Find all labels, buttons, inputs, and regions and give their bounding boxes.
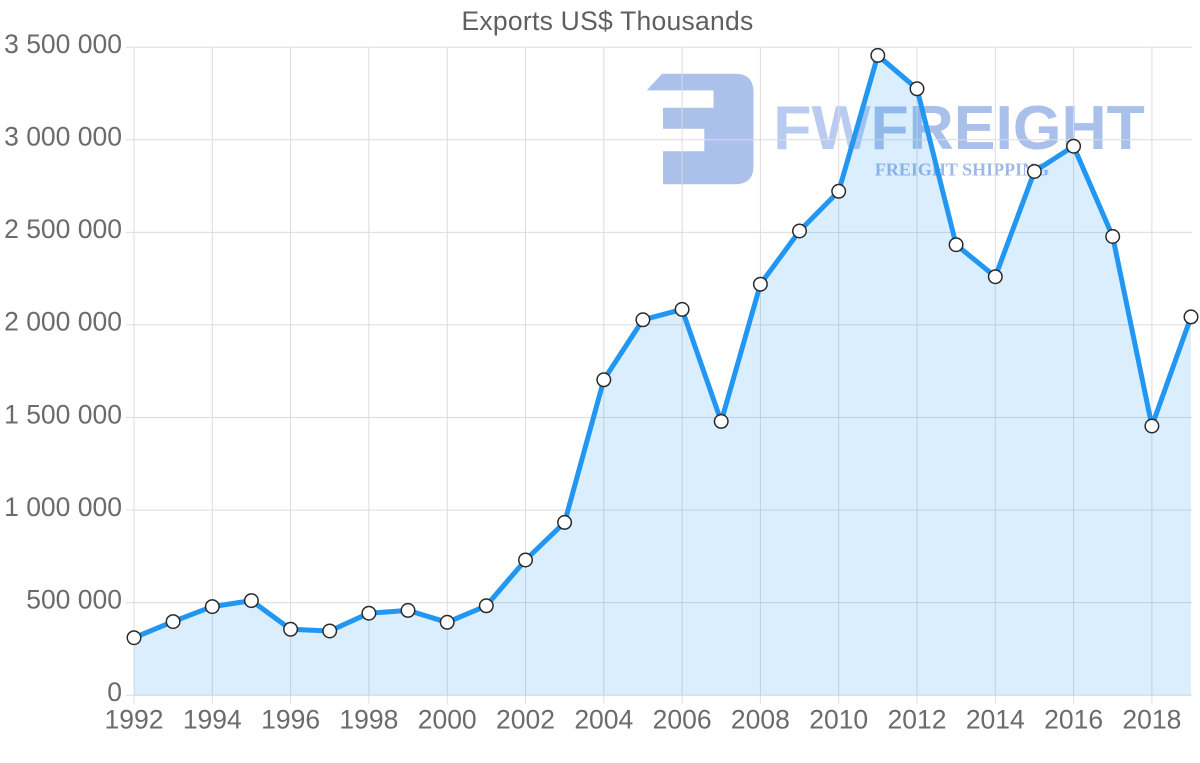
svg-text:Exports US$ Thousands: Exports US$ Thousands [461,6,753,36]
svg-text:FW: FW [773,93,870,163]
svg-text:500 000: 500 000 [26,584,122,614]
svg-text:1992: 1992 [105,704,164,734]
svg-text:3 000 000: 3 000 000 [4,122,122,152]
svg-text:2008: 2008 [731,704,790,734]
svg-text:2004: 2004 [574,704,633,734]
svg-text:2 000 000: 2 000 000 [4,307,122,337]
svg-text:1994: 1994 [183,704,242,734]
svg-text:1996: 1996 [261,704,320,734]
svg-text:2006: 2006 [653,704,712,734]
svg-text:2016: 2016 [1044,704,1103,734]
svg-text:2000: 2000 [418,704,477,734]
svg-text:FREIGHT: FREIGHT [871,93,1145,163]
svg-text:2012: 2012 [888,704,947,734]
svg-text:1 000 000: 1 000 000 [4,492,122,522]
svg-text:2018: 2018 [1122,704,1181,734]
svg-text:2002: 2002 [496,704,555,734]
svg-text:FREIGHT SHIPPING: FREIGHT SHIPPING [875,160,1049,180]
svg-text:2 500 000: 2 500 000 [4,214,122,244]
svg-text:1 500 000: 1 500 000 [4,399,122,429]
svg-text:3 500 000: 3 500 000 [4,29,122,59]
svg-text:2010: 2010 [809,704,868,734]
svg-text:0: 0 [107,677,122,707]
svg-text:1998: 1998 [339,704,398,734]
svg-text:2014: 2014 [966,704,1025,734]
